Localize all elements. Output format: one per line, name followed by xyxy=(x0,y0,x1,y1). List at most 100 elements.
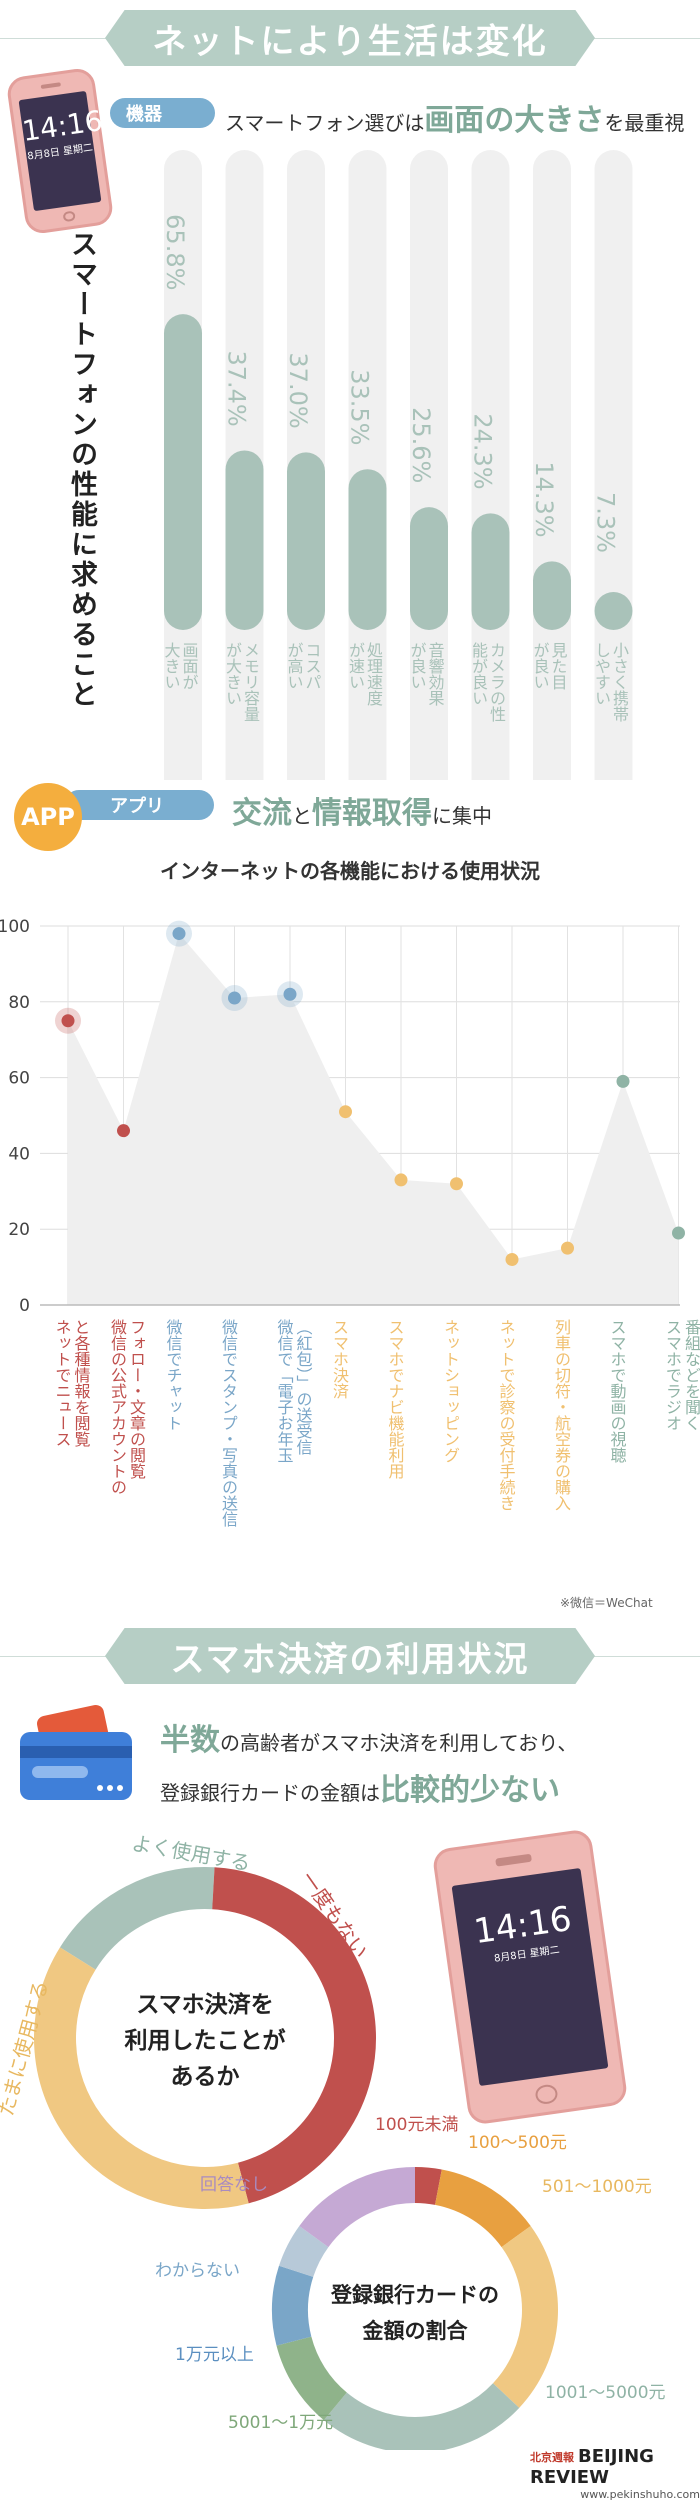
bar xyxy=(471,513,510,630)
donut2-slice xyxy=(323,2382,520,2450)
bar-value-label: 7.3% xyxy=(592,492,620,553)
y-tick-label: 80 xyxy=(8,993,30,1013)
bar-value-label: 33.5% xyxy=(346,369,374,445)
bar-category-label: が速い xyxy=(346,642,365,690)
bar-value-label: 37.4% xyxy=(223,350,251,426)
donut2-slice xyxy=(492,2225,558,2408)
donut2-slice xyxy=(278,2225,329,2278)
x-category-label: 微信でチャット xyxy=(164,1319,183,1431)
donut2-label: 100元未満 xyxy=(375,2115,458,2135)
data-point xyxy=(505,1253,519,1267)
bar-category-label: コスパ xyxy=(303,642,322,690)
x-category-label: （紅包）」の送受信 xyxy=(294,1319,313,1455)
footer-url: www.pekinshuho.com xyxy=(580,2488,700,2501)
line-chart-title: インターネットの各機能における使用状況 xyxy=(160,860,540,883)
data-point xyxy=(339,1105,352,1119)
bar-category-label: が良い xyxy=(408,642,427,690)
y-tick-label: 60 xyxy=(8,1069,30,1089)
x-category-label: スマホでラジオ xyxy=(663,1319,682,1431)
bar-value-label: 65.8% xyxy=(161,214,189,290)
footer-chinese: 北京週報 xyxy=(530,2451,574,2464)
data-point xyxy=(672,1226,685,1240)
bar xyxy=(225,450,264,630)
bar-category-label: メモリ容量 xyxy=(241,642,260,722)
bar xyxy=(533,561,571,630)
data-point xyxy=(117,1124,130,1138)
section1-headline: スマートフォン選びは画面の大きさを最重視 xyxy=(225,103,685,138)
y-tick-label: 0 xyxy=(19,1296,30,1316)
x-category-label: 微信の公式アカウントの xyxy=(108,1319,127,1495)
bar-category-label: 音響効果 xyxy=(426,642,445,706)
footer-brand: BEIJING REVIEW xyxy=(530,2446,654,2488)
bar xyxy=(410,507,448,630)
bar-value-label: 37.0% xyxy=(284,352,312,428)
x-category-label: フォロー・文章の閲覧 xyxy=(127,1319,146,1480)
data-point xyxy=(172,927,186,941)
data-point xyxy=(61,1014,75,1028)
device-pill: 機器 xyxy=(110,98,215,128)
x-category-label: 微信でスタンプ・写真の送信 xyxy=(219,1319,238,1527)
donut2-slice xyxy=(414,2167,442,2205)
bar xyxy=(594,592,633,630)
donut1-title: スマホ決済を xyxy=(136,1991,273,2018)
donut-charts: スマホ決済を利用したことがあるかよく使用する一度もないたまに使用する登録銀行カー… xyxy=(0,1831,666,2450)
area xyxy=(68,933,679,1305)
x-category-label: 番組などを聞く xyxy=(682,1319,700,1431)
donut2-title: 金額の割合 xyxy=(362,2319,469,2343)
x-category-label: 微信で「電子お年玉 xyxy=(275,1319,294,1463)
bar xyxy=(348,469,387,630)
donut1-title: あるか xyxy=(171,2064,240,2090)
data-point xyxy=(283,987,297,1001)
bar-category-label: 見た目 xyxy=(549,642,568,690)
bar-category-label: 処理速度 xyxy=(364,642,383,706)
app-pill: アプリ xyxy=(64,790,214,820)
donut2-title: 登録銀行カードの xyxy=(330,2283,499,2307)
x-category-label: と各種情報を閲覧 xyxy=(72,1319,91,1448)
data-point xyxy=(450,1177,463,1191)
donut1-slice xyxy=(34,1947,249,2209)
x-category-label: ネットショッピング xyxy=(441,1319,460,1463)
bar-category-label: が高い xyxy=(285,642,304,690)
x-category-label: スマホ決済 xyxy=(330,1319,349,1399)
data-point xyxy=(394,1173,408,1187)
x-category-label: ネットで診察の受付手続き xyxy=(497,1319,516,1511)
donut2-label: 5001～1万元 xyxy=(228,2413,333,2433)
bar-category-label: しやすい xyxy=(592,642,611,706)
data-point xyxy=(561,1241,574,1255)
x-category-label: ネットでニュース xyxy=(53,1319,72,1447)
section1-banner: ネットにより生活は変化 xyxy=(105,10,595,66)
line-chart: インターネットの各機能における使用状況 0 20 40 60 80 100 ネットでニュースと… xyxy=(0,860,700,1527)
bar xyxy=(164,314,202,630)
bar-category-label: 小さく携帯 xyxy=(610,642,629,722)
section3-headline-2: 登録銀行カードの金額は比較的少ない xyxy=(160,1773,560,1808)
y-tick-label: 20 xyxy=(8,1220,30,1240)
section3-banner: スマホ決済の利用状況 xyxy=(105,1628,595,1684)
bar-category-label: が大きい xyxy=(223,642,242,706)
donut2-slice xyxy=(276,2336,348,2421)
donut1-slice xyxy=(211,1867,376,2204)
bar-chart-title: スマートフォンの性能に求めること xyxy=(66,230,97,710)
donut2-label: 501～1000元 xyxy=(542,2177,652,2197)
data-point xyxy=(616,1074,630,1088)
donut2-label: わからない xyxy=(155,2261,240,2281)
donut1-slice xyxy=(59,1867,215,1971)
data-point xyxy=(228,991,241,1005)
donut2-label: 1001～5000元 xyxy=(545,2383,666,2403)
wechat-note: ※微信＝WeChat xyxy=(560,1596,653,1610)
donut2-slice xyxy=(299,2167,416,2248)
bar-value-label: 25.6% xyxy=(407,407,435,483)
bar-category-label: 画面が xyxy=(180,642,199,690)
x-category-label: スマホで動画の視聴 xyxy=(608,1319,627,1463)
bar-category-label: カメラの性 xyxy=(487,642,506,722)
bar-category-label: 能が良い xyxy=(469,642,488,706)
bar-value-label: 24.3% xyxy=(469,413,497,489)
donut2-label: 100～500元 xyxy=(468,2133,567,2153)
donut2-slice xyxy=(272,2265,314,2346)
section3-headline-1: 半数の高齢者がスマホ決済を利用しており、 xyxy=(160,1723,578,1758)
bar-category-label: 大きい xyxy=(162,642,181,690)
bar-category-label: が良い xyxy=(531,642,550,690)
y-tick-label: 100 xyxy=(0,917,30,937)
section2-headline: 交流と情報取得に集中 xyxy=(232,796,492,831)
x-category-label: 列車の切符・航空券の購入 xyxy=(552,1319,571,1511)
